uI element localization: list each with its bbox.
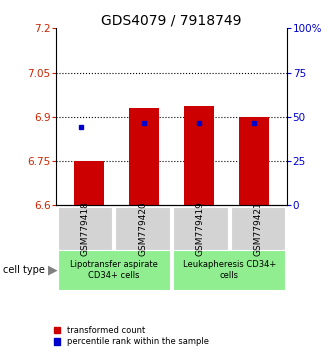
Bar	[74, 161, 104, 205]
Bar	[239, 117, 269, 205]
Text: ▶: ▶	[48, 263, 57, 276]
Text: GSM779418: GSM779418	[81, 201, 89, 256]
Text: Leukapheresis CD34+
cells: Leukapheresis CD34+ cells	[183, 260, 276, 280]
Text: GSM779419: GSM779419	[196, 201, 205, 256]
Text: cell type: cell type	[3, 265, 45, 275]
Text: Lipotransfer aspirate
CD34+ cells: Lipotransfer aspirate CD34+ cells	[70, 260, 158, 280]
Text: GSM779420: GSM779420	[138, 201, 147, 256]
Bar	[129, 108, 159, 205]
Bar	[184, 107, 214, 205]
Title: GDS4079 / 7918749: GDS4079 / 7918749	[101, 13, 242, 27]
Text: GSM779421: GSM779421	[254, 201, 263, 256]
Legend: transformed count, percentile rank within the sample: transformed count, percentile rank withi…	[50, 322, 213, 350]
